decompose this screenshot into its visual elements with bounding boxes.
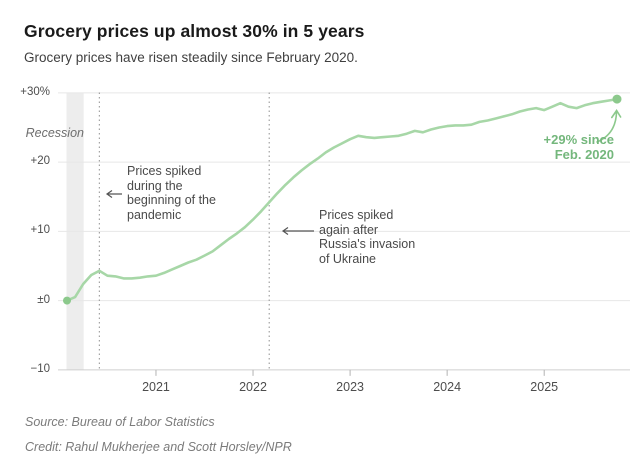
end-dot — [612, 94, 622, 104]
x-axis-label-2022: 2022 — [239, 380, 267, 394]
annotation-pandemic-line: Prices spiked — [127, 164, 202, 178]
page-title: Grocery prices up almost 30% in 5 years — [24, 21, 365, 41]
annotation-pandemic-line: beginning of the — [127, 193, 216, 208]
latest-value-arrow — [596, 109, 622, 143]
x-axis-label-2021: 2021 — [142, 380, 170, 394]
recession-label: Recession — [25, 126, 84, 140]
annotation-ukraine-line: again after — [319, 222, 379, 237]
author-credit: Credit: Rahul Mukherjee and Scott Horsle… — [25, 440, 292, 454]
y-axis-label-10: +10 — [30, 224, 50, 237]
annotation-pandemic-line: during the — [127, 178, 183, 193]
x-axis-label-2025: 2025 — [530, 380, 559, 394]
chart-subtitle: Grocery prices have risen steadily since… — [24, 50, 358, 65]
x-axis-label-2023: 2023 — [336, 380, 364, 394]
annotation-ukraine-line: Russia's invasion — [319, 237, 416, 252]
y-axis-label-20: +20 — [30, 155, 50, 168]
ukraine-arrow — [281, 227, 314, 235]
pandemic-arrow — [105, 190, 122, 198]
annotation-ukraine-line: Prices spiked — [319, 208, 394, 222]
annotation-ukraine: Prices spiked again after Russia's invas… — [319, 208, 415, 267]
y-axis-label--10: −10 — [30, 362, 50, 375]
y-axis-label-0: ±0 — [37, 293, 50, 306]
annotation-pandemic: Prices spiked during the beginning of th… — [127, 164, 216, 223]
annotation-latest-value: +29% since Feb. 2020 — [543, 132, 614, 162]
price-line — [65, 97, 619, 302]
annotation-pandemic-line: pandemic — [127, 208, 182, 223]
source-credit: Source: Bureau of Labor Statistics — [25, 415, 215, 429]
annotation-latest-line: Feb. 2020 — [554, 146, 614, 162]
annotation-latest-line: +29% since — [543, 132, 614, 147]
y-axis-label-30: +30% — [20, 85, 50, 98]
x-axis-label-2024: 2024 — [433, 380, 462, 394]
annotation-ukraine-line: of Ukraine — [319, 252, 376, 267]
start-dot — [63, 296, 71, 305]
